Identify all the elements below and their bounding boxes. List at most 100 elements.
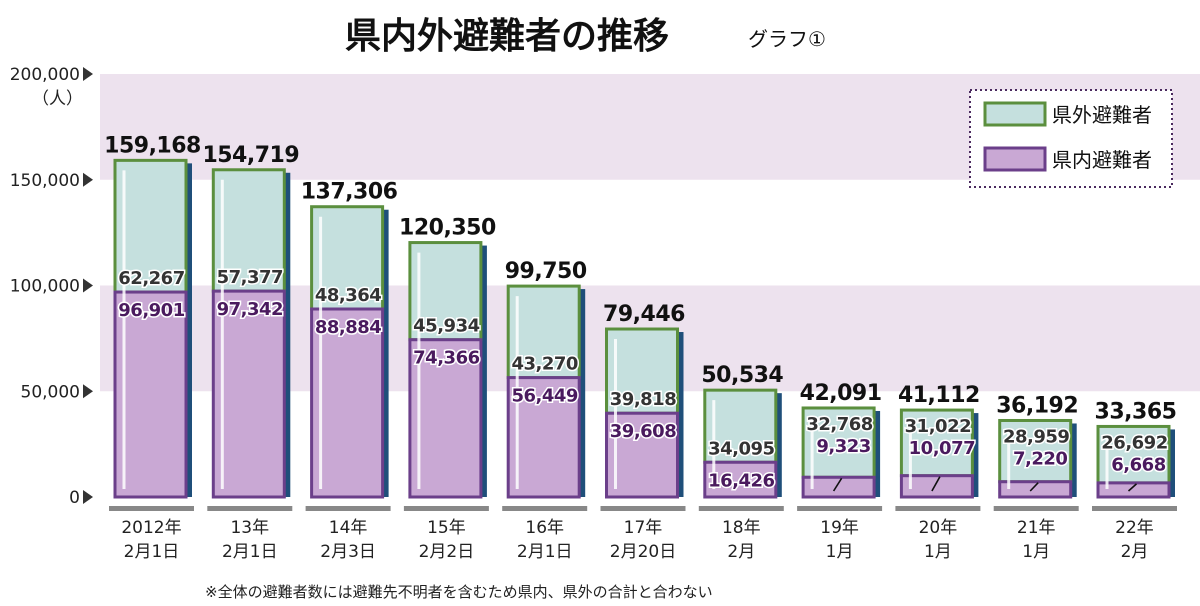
bar-shadow [382,209,389,498]
value-label-out: 34,095 [708,438,774,459]
bar-segment-in [1096,481,1171,499]
category-label-year: 17年 [624,518,663,538]
bar-segment-in [703,460,778,499]
bar-segment-out [408,241,483,342]
category-label-year: 13年 [230,518,269,538]
value-label-in: 6,668 [1111,454,1165,475]
leader-line [931,476,941,492]
category: 16年 2月1日 [502,506,588,562]
legend-label-out: 県外避難者 [1052,103,1152,127]
category-bar [403,506,489,511]
value-label-in: 39,608 [610,421,676,442]
total-label: 154,719 [202,143,299,168]
category-bar [305,506,391,511]
value-label-out: 26,692 [1101,432,1167,453]
category-label-date: 1月 [1022,542,1050,562]
bar-shadow [972,413,979,497]
bar-group: 159,168 62,267 96,901 [104,133,201,499]
total-label: 33,365 [1095,399,1177,424]
bar-shadow [579,289,586,497]
value-label-out: 45,934 [413,316,479,337]
value-label-in: 16,426 [708,471,774,492]
bar-group: 79,446 39,818 39,608 [603,302,686,499]
bars: 159,168 62,267 96,901 154,719 57,377 97,342 13… [104,133,1177,499]
category-bar [895,506,981,511]
y-tick-label: 50,000 [21,382,80,402]
bar-segment-in [899,474,974,499]
category-bar [600,506,686,511]
bar-group: 137,306 48,364 88,884 [301,180,398,499]
footnote: ※全体の避難者数には避難先不明者を含むため県内、県外の合計と合わない [205,583,713,601]
category-label-year: 14年 [329,518,368,538]
value-label-in: 7,220 [1013,448,1067,469]
bar-shadow [186,163,192,497]
total-label: 41,112 [898,383,980,408]
bar-segment-out [310,205,385,311]
bar-segment-out [801,406,876,479]
category-label-year: 20年 [919,518,958,538]
category-label-year: 18年 [722,518,761,538]
category-label-year: 2012年 [121,518,181,538]
value-label-in: 96,901 [118,300,184,321]
bar-segment-out [899,408,974,478]
category-label-date: 1月 [826,542,854,562]
bar-segment-out [506,284,581,380]
value-label-in: 97,342 [217,299,283,320]
y-tick-arrow [83,172,93,187]
y-tick-arrow [83,278,93,293]
legend: 県外避難者 県内避難者 [969,89,1173,188]
bar-segment-in [310,307,385,499]
leader-line [1029,482,1039,492]
y-tick-arrow [83,67,93,81]
category-bar [109,506,194,511]
value-label-out: 48,364 [315,285,381,306]
legend-swatch-in [983,146,1047,172]
value-label-out: 32,768 [806,414,872,435]
bar-shadow [874,410,881,497]
value-label-in: 56,449 [511,386,577,407]
bar-group: 50,534 34,095 16,426 [701,363,784,499]
category-label-date: 2月3日 [320,542,376,562]
category-bar [993,506,1079,511]
bar-shadow [677,332,684,497]
bar-segment-in [506,376,581,499]
value-label-out: 39,818 [610,389,676,410]
bar-group: 154,719 57,377 97,342 [202,143,300,499]
bar-segment-out [113,158,188,294]
category-label-date: 2月 [727,542,755,562]
bar-segment-in [605,411,679,499]
legend-swatch-out [983,101,1047,127]
category: 15年 2月2日 [403,506,489,562]
total-label: 79,446 [603,302,685,327]
category-label-year: 19年 [820,518,859,538]
y-tick-label: 150,000 [10,171,80,191]
value-label-out: 57,377 [217,267,283,288]
total-label: 36,192 [996,393,1078,418]
y-tick-label: 100,000 [10,277,80,297]
value-label-in: 74,366 [413,348,479,369]
category-label-date: 2月1日 [222,542,278,562]
bar-segment-in [113,290,188,499]
category-label-year: 21年 [1017,518,1056,538]
bar-shadow [1169,429,1175,497]
bar-segment-out [605,327,679,415]
bar-shadow [480,245,487,497]
total-label: 159,168 [104,133,201,158]
y-axis-unit: （人） [32,89,83,109]
leader-line [1127,483,1138,492]
category-label-year: 15年 [427,518,466,538]
total-label: 120,350 [399,216,496,241]
bar-segment-out [703,388,778,464]
value-label-in: 10,077 [909,438,975,459]
category: 17年 2月20日 [600,506,686,562]
bar-group: 99,750 43,270 56,449 [505,259,587,499]
legend-label-in: 県内避難者 [1052,148,1152,172]
bar-shadow [775,393,782,497]
